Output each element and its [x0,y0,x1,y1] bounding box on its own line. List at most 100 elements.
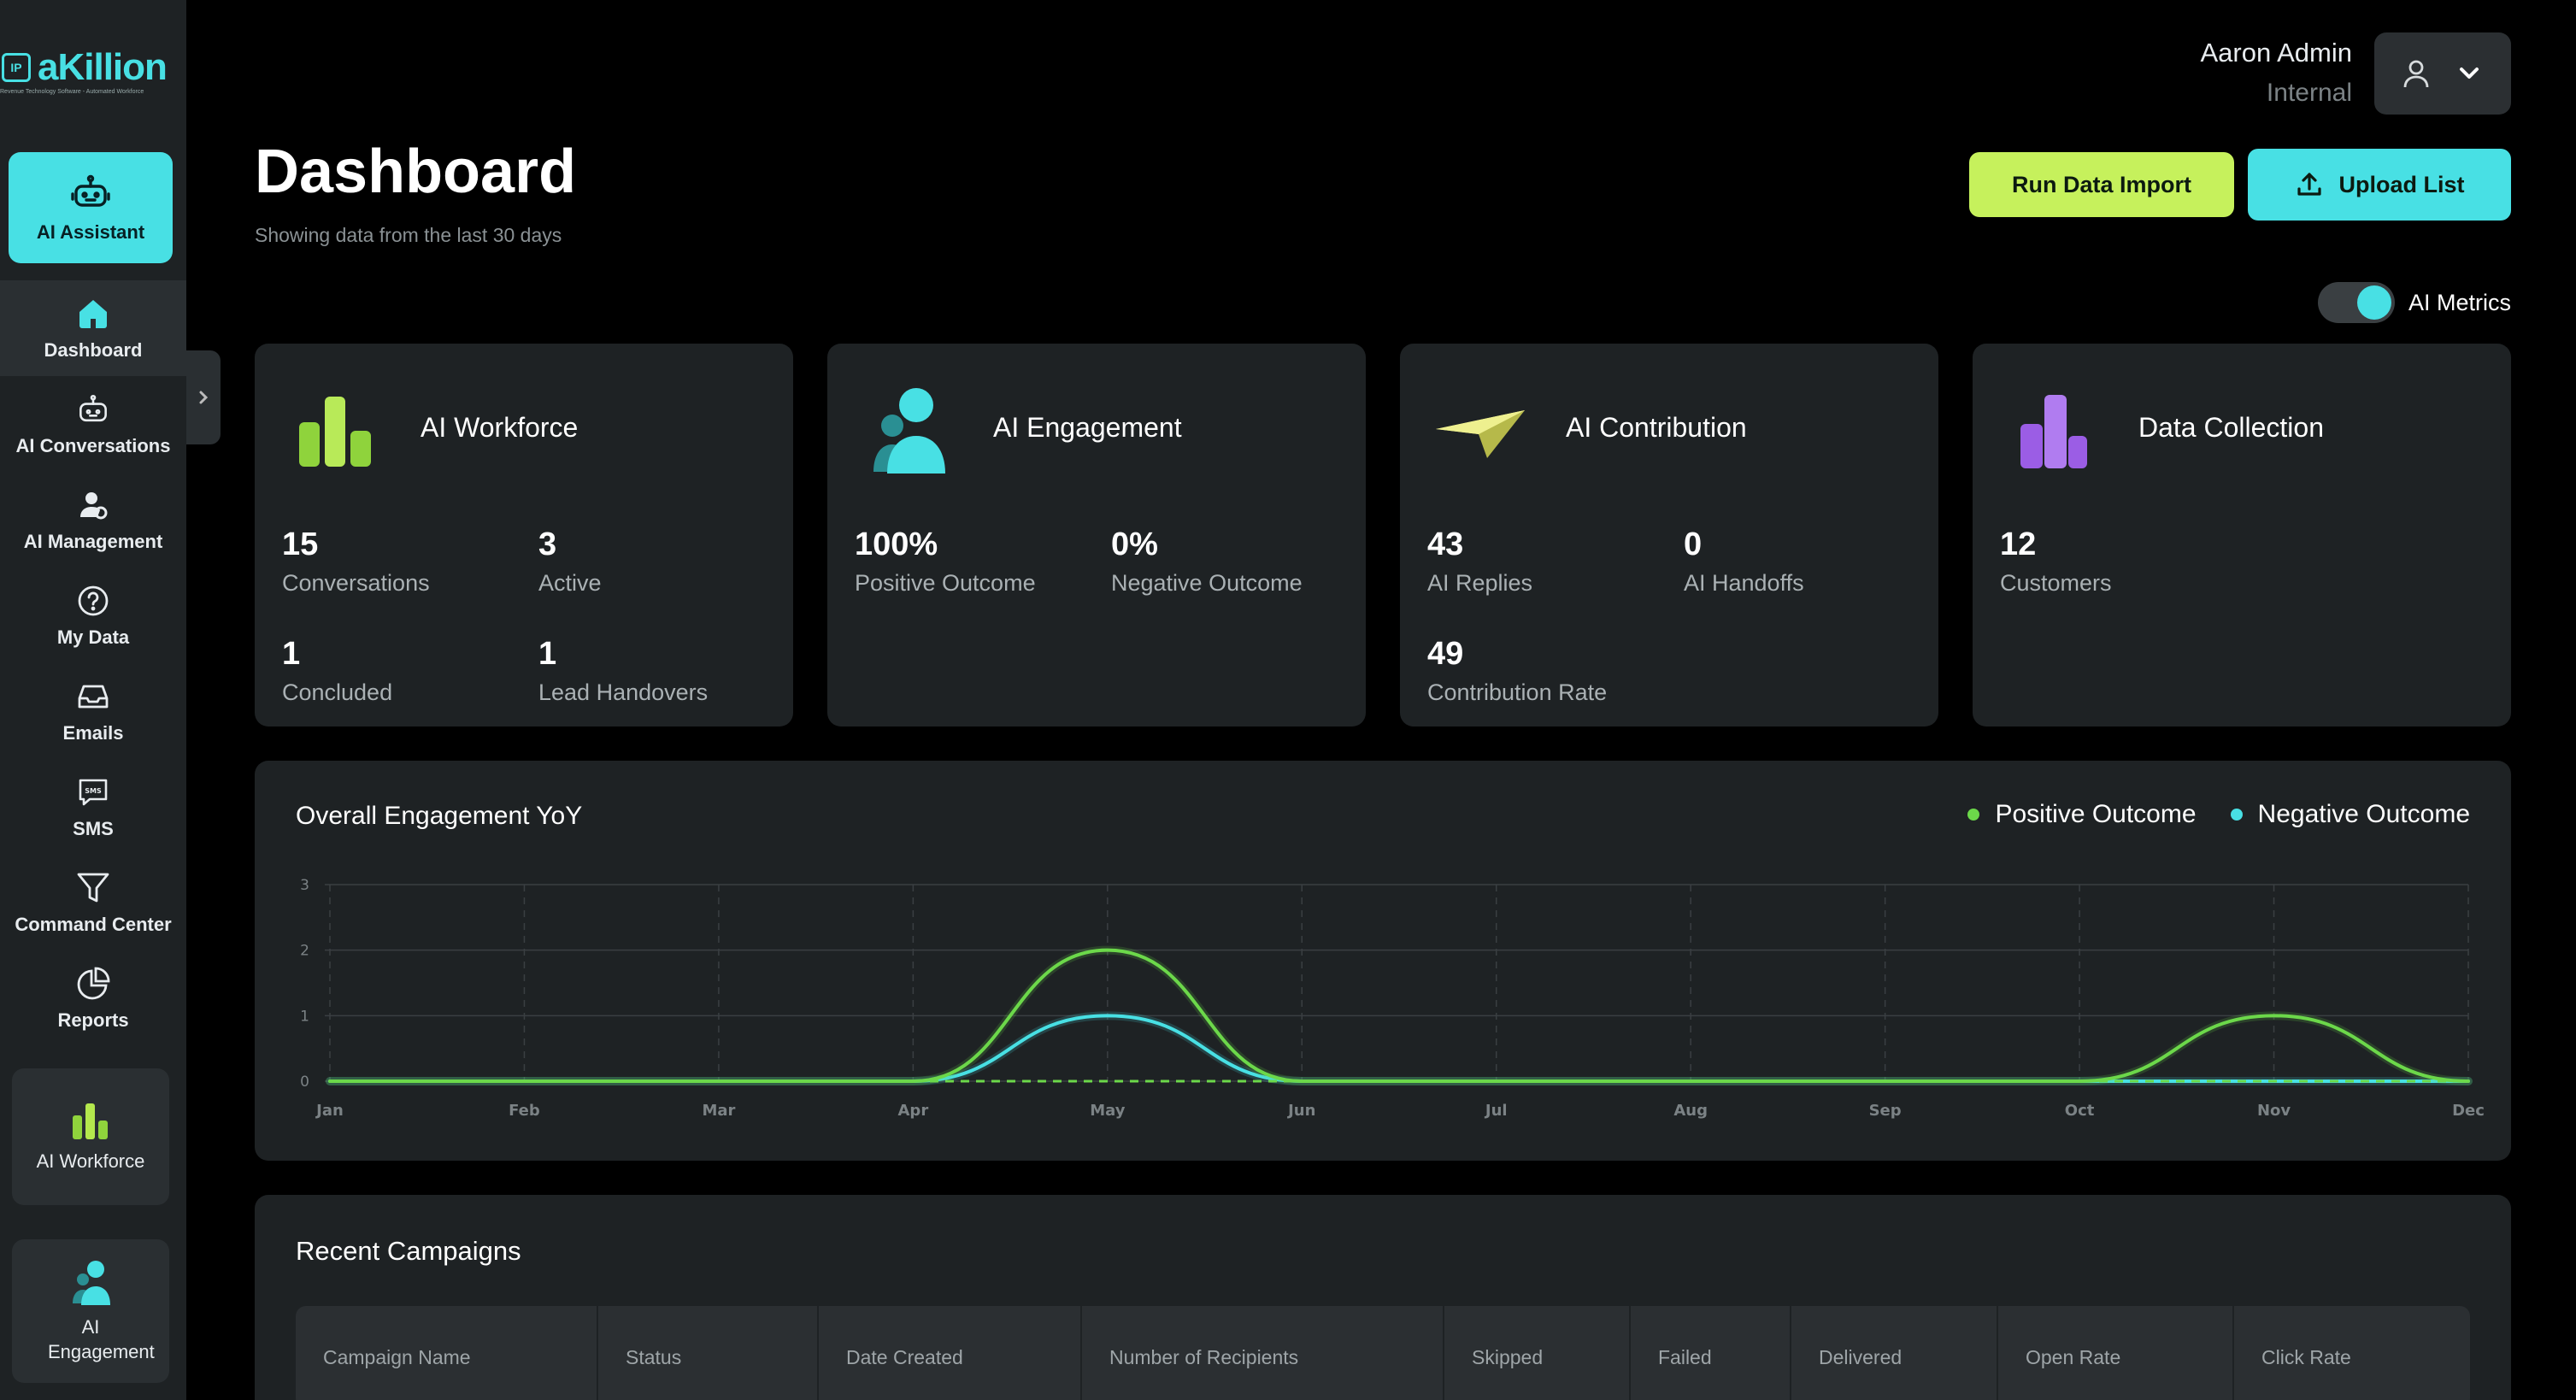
x-tick-label: Dec [2452,1102,2485,1120]
metric-label: Positive Outcome [855,570,1036,596]
sidebar-item-label: AI Management [23,531,163,552]
campaigns-table-header: Campaign Name Status Date Created Number… [296,1306,2470,1400]
column-header-failed[interactable]: Failed [1631,1306,1791,1400]
column-header-campaign-name[interactable]: Campaign Name [296,1306,598,1400]
card-ai-contribution: AI Contribution 43 AI Replies 0 AI Handoff… [1400,344,1938,726]
metric-value: 15 [282,526,319,562]
y-tick-label: 3 [300,877,309,894]
column-header-delivered[interactable]: Delivered [1791,1306,1998,1400]
sidebar-item-label: SMS [73,818,114,839]
metric-conversations: 15 Conversations [282,526,430,597]
column-header-recipients[interactable]: Number of Recipients [1082,1306,1444,1400]
card-data-collection: Data Collection 12 Customers [1973,344,2511,726]
upload-list-label: Upload List [2338,171,2465,197]
ai-assistant-button[interactable]: AI Assistant [9,152,173,263]
purple-bars-icon [2020,395,2087,468]
upload-list-button[interactable]: Upload List [2248,149,2511,221]
ai-metrics-label: AI Metrics [2408,289,2511,315]
metric-value: 12 [2000,526,2037,562]
people-icon [73,1261,110,1306]
column-header-skipped[interactable]: Skipped [1444,1306,1631,1400]
card-title: AI Engagement [993,412,1182,443]
column-header-status[interactable]: Status [598,1306,819,1400]
sidebar: IP aKillion Revenue Technology Software … [0,0,186,1400]
sidebar-item-ai-management[interactable]: AI Management [0,472,186,568]
sidebar-card-ai-engagement[interactable]: AI Engagement [12,1239,169,1383]
metric-ai-replies: 43 AI Replies [1427,526,1532,597]
metric-ai-handoffs: 0 AI Handoffs [1684,526,1804,597]
sidebar-item-emails[interactable]: Emails [0,663,186,759]
home-icon [79,300,107,328]
legend-item-negative[interactable]: Negative Outcome [2230,800,2470,829]
chart-title: Overall Engagement YoY [296,802,583,830]
sidebar-card-label: AI Workforce [36,1150,145,1172]
paper-plane-icon [1436,410,1525,458]
column-header-open-rate[interactable]: Open Rate [1998,1306,2234,1400]
metric-label: Contribution Rate [1427,679,1608,705]
sidebar-item-sms[interactable]: SMS SMS [0,759,186,855]
legend-label: Positive Outcome [1995,800,2197,828]
legend-dot [1967,809,1980,821]
sidebar-item-label: Command Center [15,914,172,935]
logo-mark-icon: IP [2,53,31,82]
brand-tagline: Revenue Technology Software - Automated … [0,89,144,95]
user-name: Aaron Admin [2200,38,2353,68]
y-tick-label: 1 [300,1008,309,1025]
series-line-1 [328,1014,2470,1083]
sidebar-item-my-data[interactable]: My Data [0,568,186,663]
ai-metrics-toggle[interactable] [2317,282,2395,323]
x-tick-label: Nov [2257,1102,2291,1120]
x-tick-label: Apr [898,1102,929,1120]
metric-label: Lead Handovers [538,679,709,705]
x-tick-label: Jul [1484,1102,1508,1120]
metric-value: 3 [538,526,557,562]
sidebar-item-label: My Data [56,626,130,648]
legend-item-positive[interactable]: Positive Outcome [1967,800,2197,829]
filter-icon [77,873,109,903]
run-data-import-label: Run Data Import [2011,171,2191,197]
sidebar-item-reports[interactable]: Reports [0,950,186,1046]
metric-value: 100% [855,526,938,562]
legend-label: Negative Outcome [2257,800,2470,828]
column-header-date-created[interactable]: Date Created [819,1306,1082,1400]
column-header-click-rate[interactable]: Click Rate [2261,1345,2351,1368]
workforce-bars-icon [299,397,371,467]
sidebar-item-dashboard[interactable]: Dashboard [0,280,186,376]
sidebar-item-label: Reports [57,1009,129,1031]
page-title: Dashboard [255,138,577,206]
metric-active: 3 Active [538,526,602,597]
card-ai-engagement: AI Engagement 100% Positive Outcome 0% Neg… [827,344,1366,726]
sidebar-item-ai-conversations[interactable]: AI Conversations [0,376,186,472]
upload-icon [2297,173,2321,196]
metric-label: AI Handoffs [1684,570,1804,596]
y-tick-label: 2 [300,943,309,960]
person-gear-icon [80,492,108,520]
brand-logo[interactable]: IP aKillion Revenue Technology Software … [0,44,186,104]
chevron-right-icon [199,391,209,404]
metric-label: AI Replies [1427,570,1533,596]
sms-icon: SMS [79,779,108,806]
sidebar-card-ai-workforce[interactable]: AI Workforce [12,1068,169,1205]
robot-icon [71,174,110,207]
metric-value: 0% [1111,526,1158,562]
recent-campaigns-card: Recent Campaigns Campaign Name Status Da… [255,1195,2511,1400]
card-title: AI Contribution [1566,412,1747,443]
sidebar-toggle[interactable] [186,350,221,444]
recent-campaigns-title: Recent Campaigns [296,1236,521,1266]
metric-contribution-rate: 49 Contribution Rate [1427,636,1607,706]
sidebar-item-command-center[interactable]: Command Center [0,855,186,950]
run-data-import-button[interactable]: Run Data Import [1969,152,2234,217]
metric-positive-outcome: 100% Positive Outcome [855,526,1036,597]
user-menu-button[interactable] [2374,32,2511,115]
metric-label: Conversations [282,570,430,596]
chevron-down-icon [2460,68,2479,79]
card-ai-workforce: AI Workforce 15 Conversations 3 Active 1 Co… [255,344,793,726]
ai-metrics-toggle-wrap: AI Metrics [2317,282,2511,323]
x-tick-label: Jan [315,1102,344,1120]
sidebar-item-label: AI Conversations [15,435,171,456]
engagement-chart: 0 1 2 3 Jan Feb Mar Apr May Jun Jul Aug Sep Oct Nov Dec [300,877,2485,1120]
bar-chart-icon [73,1103,108,1139]
engagement-chart-card: 0 1 2 3 Jan Feb Mar Apr May Jun Jul Aug Sep Oct Nov Dec… [255,761,2511,1161]
legend-dot [2230,809,2243,821]
inbox-icon [78,685,109,709]
